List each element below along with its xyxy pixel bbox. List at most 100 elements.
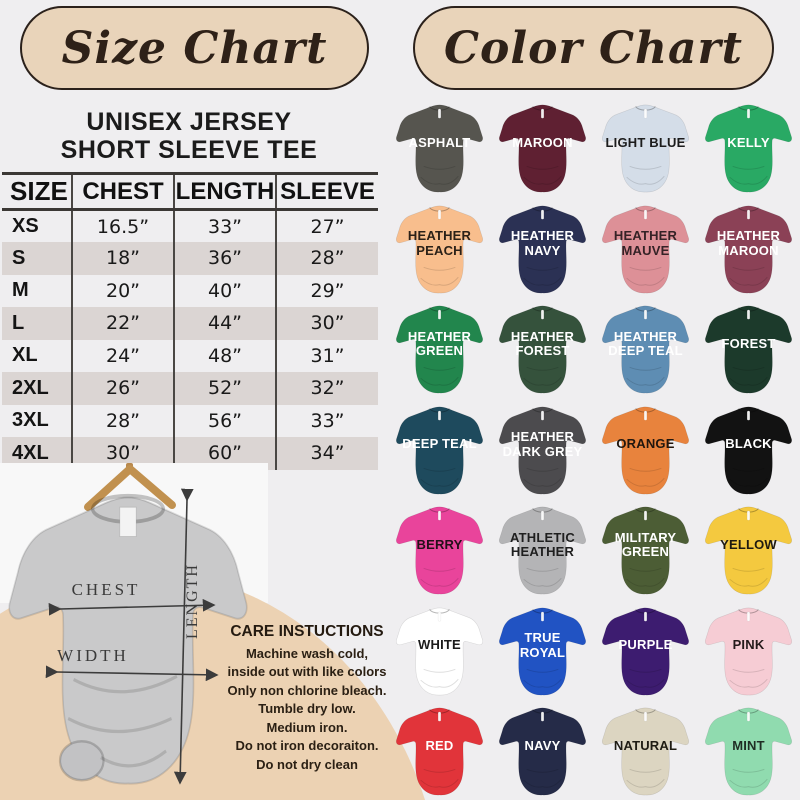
- color-name-label: RED: [425, 737, 454, 753]
- color-swatch: NATURAL: [594, 699, 697, 800]
- tshirt-icon: [395, 305, 484, 394]
- sleeve-cell: 34”: [275, 437, 378, 470]
- care-line: Tumble dry low.: [258, 701, 356, 717]
- color-name-label: NATURAL: [613, 737, 678, 753]
- size-table-row: XL 24” 48” 31”: [2, 339, 378, 372]
- care-line: Machine wash cold,: [245, 646, 369, 661]
- care-instructions-lines: Machine wash cold, inside out with like c…: [216, 645, 398, 774]
- care-line: inside out with like colors: [227, 664, 387, 680]
- sleeve-cell: 28”: [275, 242, 378, 275]
- tshirt-icon: [601, 707, 690, 796]
- color-swatch: FOREST: [697, 297, 800, 398]
- width-measure-label: WIDTH: [57, 646, 129, 665]
- tshirt-icon: [498, 305, 587, 394]
- color-swatch: KELLY: [697, 96, 800, 197]
- length-cell: 33”: [173, 209, 276, 242]
- tshirt-icon: [601, 205, 690, 293]
- color-swatch: NAVY: [491, 699, 594, 800]
- sleeve-cell: 33”: [275, 404, 378, 437]
- color-name-label: DEEP TEAL: [402, 436, 477, 452]
- tshirt-icon: [395, 707, 484, 796]
- size-cell: 2XL: [12, 376, 49, 399]
- size-table: SIZE CHEST LENGTH SLEEVE XS 16.5” 33” 27…: [2, 172, 378, 470]
- care-instructions: CARE INSTUCTIONS Machine wash cold, insid…: [216, 623, 398, 774]
- tshirt-icon: [395, 104, 484, 193]
- color-name-label: HEATHER MAROON: [716, 228, 781, 258]
- color-swatch: HEATHER NAVY: [491, 197, 594, 298]
- care-line: Do not iron decoraiton.: [235, 738, 379, 754]
- size-cell: L: [12, 311, 25, 334]
- product-name-line2: SHORT SLEEVE TEE: [60, 136, 318, 164]
- tshirt-icon: [498, 104, 587, 193]
- header-sleeve: SLEEVE: [275, 172, 378, 211]
- chest-cell: 26”: [71, 372, 174, 405]
- product-name-line1: UNISEX JERSEY: [86, 108, 292, 136]
- color-name-label: ATHLETIC HEATHER: [510, 529, 575, 560]
- length-cell: 52”: [173, 372, 276, 405]
- tshirt-icon: [395, 607, 484, 695]
- length-measure-label: LENGTH: [184, 563, 201, 639]
- size-cell: XS: [12, 215, 39, 237]
- size-cell: M: [12, 279, 29, 302]
- size-table-body: XS 16.5” 33” 27” S 18” 36” 28” M 20” 40”…: [2, 209, 378, 470]
- header-size: SIZE: [2, 172, 72, 211]
- chest-cell: 18”: [71, 242, 174, 275]
- tshirt-icon: [395, 205, 484, 293]
- color-name-label: WHITE: [418, 637, 461, 653]
- size-table-row: 3XL 28” 56” 33”: [2, 404, 378, 437]
- color-name-label: KELLY: [727, 134, 770, 150]
- color-grid: ASPHALT MAROON LIGHT BLUE KELLY: [388, 96, 800, 800]
- color-swatch: ORANGE: [594, 398, 697, 499]
- size-table-row: 2XL 26” 52” 32”: [2, 372, 378, 405]
- color-chart-title-pill: Color Chart: [413, 6, 774, 90]
- color-name-label: MINT: [732, 737, 765, 753]
- chest-cell: 16.5”: [71, 209, 174, 242]
- care-line: Only non chlorine bleach.: [227, 682, 387, 698]
- color-name-label: PINK: [732, 637, 765, 653]
- tshirt-icon: [704, 205, 793, 293]
- length-cell: 36”: [173, 242, 276, 275]
- color-swatch: DEEP TEAL: [388, 398, 491, 499]
- tshirt-icon: [704, 506, 793, 595]
- tshirt-icon: [601, 406, 690, 494]
- color-name-label: HEATHER DEEP TEAL: [608, 328, 683, 359]
- length-cell: 48”: [173, 339, 276, 372]
- color-name-label: HEATHER FOREST: [510, 328, 575, 359]
- color-swatch: TRUE ROYAL: [491, 599, 594, 700]
- color-name-label: LIGHT BLUE: [605, 134, 686, 150]
- product-name: UNISEX JERSEY SHORT SLEEVE TEE: [0, 108, 378, 164]
- color-swatch: RED: [388, 699, 491, 800]
- sleeve-cell: 31”: [275, 339, 378, 372]
- tshirt-icon: [498, 506, 587, 595]
- size-table-row: M 20” 40” 29”: [2, 274, 378, 307]
- hanger-icon: [84, 463, 176, 511]
- tshirt-icon: [498, 607, 587, 695]
- sleeve-cell: 32”: [275, 372, 378, 405]
- color-swatch: MAROON: [491, 96, 594, 197]
- color-swatch: YELLOW: [697, 498, 800, 599]
- color-swatch: BLACK: [697, 398, 800, 499]
- color-name-label: HEATHER GREEN: [407, 328, 472, 359]
- color-name-label: ASPHALT: [408, 134, 471, 150]
- size-chart-title: Size Chart: [61, 22, 328, 74]
- size-table-row: S 18” 36” 28”: [2, 242, 378, 275]
- chest-cell: 20”: [71, 274, 174, 307]
- color-swatch: WHITE: [388, 599, 491, 700]
- color-name-label: FOREST: [721, 335, 776, 351]
- color-chart-title: Color Chart: [444, 22, 743, 74]
- chest-measure-label: CHEST: [71, 580, 141, 599]
- tshirt-icon: [498, 707, 587, 796]
- color-name-label: HEATHER PEACH: [407, 228, 472, 258]
- color-swatch: HEATHER MAROON: [697, 197, 800, 298]
- color-swatch: PURPLE: [594, 599, 697, 700]
- tshirt-icon: [704, 607, 793, 695]
- sleeve-cell: 30”: [275, 307, 378, 340]
- sleeve-cell: 27”: [275, 209, 378, 242]
- color-name-label: ORANGE: [616, 436, 675, 452]
- size-cell: S: [12, 246, 26, 269]
- size-cell: 3XL: [12, 409, 49, 432]
- size-chart-title-pill: Size Chart: [20, 6, 369, 90]
- color-swatch: MILITARY GREEN: [594, 498, 697, 599]
- tshirt-icon: [395, 506, 484, 595]
